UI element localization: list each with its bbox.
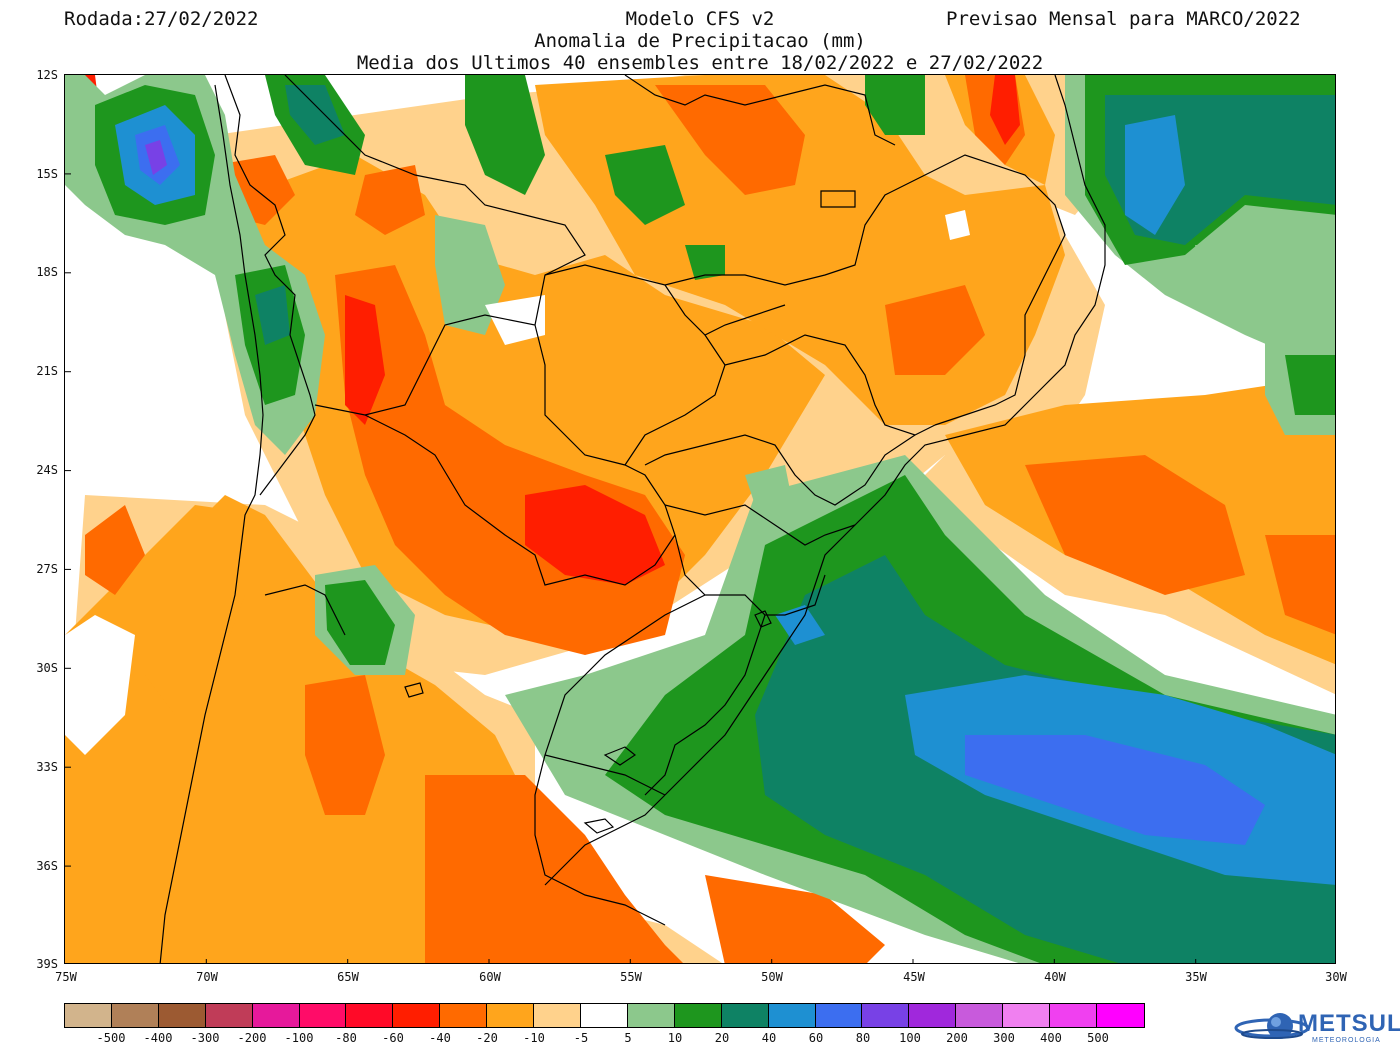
lon-label: 40W	[1044, 970, 1066, 984]
lon-label: 70W	[196, 970, 218, 984]
brand-tagline: METEOROLOGIA	[1312, 1037, 1381, 1044]
legend-swatch	[440, 1004, 488, 1027]
legend-label: -10	[523, 1031, 545, 1045]
country-borders	[159, 75, 1106, 963]
variable-title: Anomalia de Precipitacao (mm)	[534, 30, 866, 52]
anomaly-field	[65, 75, 1335, 963]
legend-swatch	[65, 1004, 112, 1027]
legend-label: 300	[993, 1031, 1015, 1045]
lat-label: 12S	[36, 68, 58, 82]
lon-label: 35W	[1185, 970, 1207, 984]
legend-label: -40	[429, 1031, 451, 1045]
precipitation-anomaly-map	[64, 74, 1336, 964]
legend-label: 400	[1040, 1031, 1062, 1045]
legend-label: 5	[624, 1031, 632, 1045]
legend-swatch	[909, 1004, 957, 1027]
legend-swatch	[768, 1004, 816, 1027]
legend-swatch	[627, 1004, 675, 1027]
legend-label: 60	[808, 1031, 824, 1045]
legend-swatch	[534, 1004, 581, 1027]
lat-label: 33S	[36, 760, 58, 774]
lat-label: 15S	[36, 167, 58, 181]
color-legend	[64, 1003, 1145, 1028]
legend-label: 500	[1087, 1031, 1109, 1045]
legend-swatch	[1003, 1004, 1051, 1027]
legend-label: -400	[143, 1031, 173, 1045]
legend-label: 80	[855, 1031, 871, 1045]
lat-label: 30S	[36, 661, 58, 675]
legend-swatch	[252, 1004, 300, 1027]
legend-label: 100	[899, 1031, 921, 1045]
legend-swatch	[1096, 1004, 1144, 1027]
legend-label: -5	[573, 1031, 589, 1045]
legend-label: -80	[335, 1031, 357, 1045]
legend-swatch	[111, 1004, 159, 1027]
lat-label: 24S	[36, 463, 58, 477]
metsul-logo-icon	[1234, 1013, 1310, 1039]
lon-label: 50W	[761, 970, 783, 984]
legend-swatch	[487, 1004, 535, 1027]
lon-label: 30W	[1325, 970, 1347, 984]
legend-label: -200	[237, 1031, 267, 1045]
lon-label: 45W	[903, 970, 925, 984]
run-date: Rodada:27/02/2022	[64, 8, 259, 30]
lat-label: 36S	[36, 859, 58, 873]
legend-swatch	[158, 1004, 206, 1027]
legend-label: -20	[476, 1031, 498, 1045]
lon-label: 55W	[620, 970, 642, 984]
legend-swatch	[299, 1004, 347, 1027]
legend-label: -60	[382, 1031, 404, 1045]
legend-label: 40	[761, 1031, 777, 1045]
lat-label: 21S	[36, 364, 58, 378]
legend-swatch	[956, 1004, 1004, 1027]
legend-swatch	[674, 1004, 722, 1027]
lon-label: 60W	[479, 970, 501, 984]
legend-swatch	[580, 1004, 628, 1027]
legend-label: -100	[284, 1031, 314, 1045]
legend-label: -500	[96, 1031, 126, 1045]
lat-label: 27S	[36, 562, 58, 576]
lat-label: 39S	[36, 957, 58, 971]
legend-swatch	[815, 1004, 863, 1027]
legend-swatch	[1050, 1004, 1097, 1027]
lon-label: 65W	[337, 970, 359, 984]
legend-swatch	[393, 1004, 441, 1027]
lon-label: 75W	[55, 970, 77, 984]
forecast-period: Previsao Mensal para MARCO/2022	[946, 8, 1301, 30]
legend-swatch	[721, 1004, 769, 1027]
legend-swatch	[205, 1004, 253, 1027]
lat-label: 18S	[36, 265, 58, 279]
legend-label: -300	[190, 1031, 220, 1045]
legend-swatch	[346, 1004, 394, 1027]
brand-name: METSUL	[1298, 1010, 1400, 1037]
legend-label: 10	[667, 1031, 683, 1045]
legend-swatch	[862, 1004, 910, 1027]
legend-label: 200	[946, 1031, 968, 1045]
legend-label: 20	[714, 1031, 730, 1045]
ensemble-info: Media dos Ultimos 40 ensembles entre 18/…	[356, 52, 1044, 74]
model-name: Modelo CFS v2	[625, 8, 775, 30]
